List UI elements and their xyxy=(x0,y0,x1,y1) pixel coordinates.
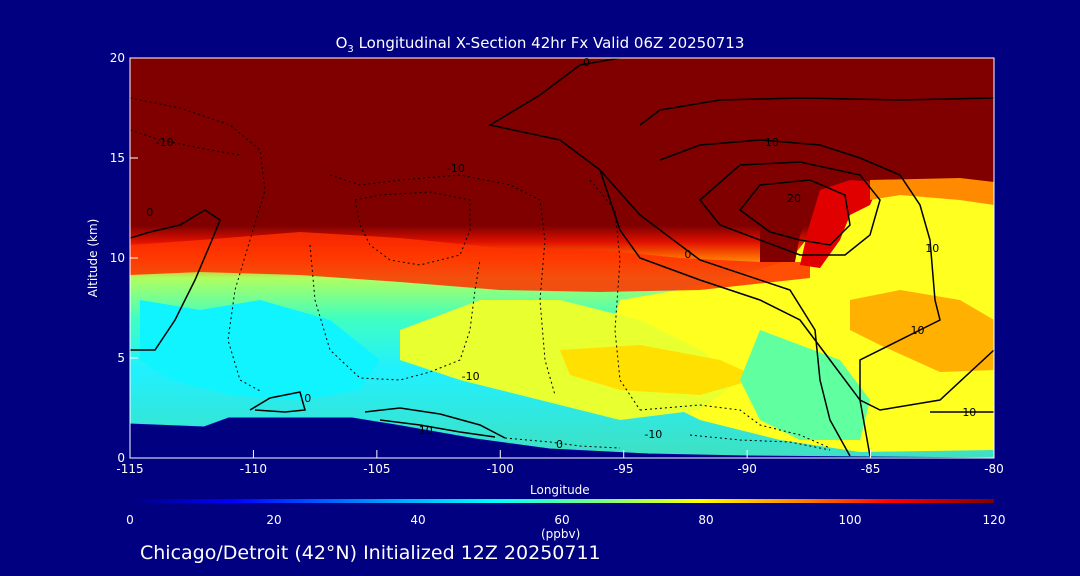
red-fringe xyxy=(800,180,880,268)
colorbar-tick-label: 20 xyxy=(266,513,281,527)
orange-fringe xyxy=(870,178,994,205)
y-tick-label: 0 xyxy=(117,451,125,465)
y-tick-label: 5 xyxy=(117,351,125,365)
colorbar-tick-label: 100 xyxy=(839,513,862,527)
x-tick-label: -95 xyxy=(614,462,634,476)
x-tick-label: -80 xyxy=(984,462,1004,476)
x-tick-label: -115 xyxy=(116,462,143,476)
upper-orange-band xyxy=(130,232,810,292)
initialization-footer: Chicago/Detroit (42°N) Initialized 12Z 2… xyxy=(140,542,601,564)
colorbar-unit: (ppbv) xyxy=(541,527,581,541)
contour-label: 0 xyxy=(556,438,563,451)
east-green-region xyxy=(740,330,870,440)
eastern-tropopause-step xyxy=(760,100,994,262)
contour-label: 10 xyxy=(910,324,924,337)
x-tick-label: -90 xyxy=(737,462,757,476)
contour-label: 10 xyxy=(962,406,976,419)
contour-label: -10 xyxy=(644,428,662,441)
contour-label: -10 xyxy=(156,136,174,149)
contour-label: 10 xyxy=(765,136,779,149)
colorbar-tick-label: 40 xyxy=(410,513,425,527)
west-cyan-region xyxy=(140,300,380,400)
y-axis-label: Altitude (km) xyxy=(86,218,100,298)
y-axis: 0 5 10 15 20 xyxy=(110,51,138,465)
contour-label: 10 xyxy=(925,242,939,255)
contour-labels: -10 -10 0 0 0 10 20 10 10 10 -10 0 -10 -10 0 xyxy=(146,56,976,451)
contour-label: 0 xyxy=(304,392,311,405)
colorbar-tick-label: 80 xyxy=(698,513,713,527)
y-tick-label: 15 xyxy=(110,151,125,165)
colorbar-tick-label: 120 xyxy=(983,513,1006,527)
ozone-field xyxy=(130,58,994,458)
contour-label: -10 xyxy=(415,424,433,437)
solid-contours xyxy=(130,58,994,457)
contour-label: 0 xyxy=(146,206,153,219)
x-tick-label: -110 xyxy=(240,462,267,476)
colorbar-ticks: 0 20 40 60 80 100 120 xyxy=(126,513,1005,527)
dashed-contours xyxy=(130,97,831,451)
contour-label: 20 xyxy=(787,192,801,205)
x-axis: -115 -110 -105 -100 -95 -90 -85 -80 xyxy=(116,450,1004,476)
x-tick-label: -105 xyxy=(363,462,390,476)
chart-title: O3 Longitudinal X-Section 42hr Fx Valid … xyxy=(335,34,745,55)
y-tick-label: 20 xyxy=(110,51,125,65)
east-orange-patch xyxy=(850,290,994,372)
contour-label: 0 xyxy=(583,56,590,69)
x-tick-label: -100 xyxy=(487,462,514,476)
y-tick-label: 10 xyxy=(110,251,125,265)
colorbar xyxy=(130,499,994,503)
contour-label: 0 xyxy=(684,248,691,261)
contour-label: -10 xyxy=(462,370,480,383)
colorbar-tick-label: 60 xyxy=(554,513,569,527)
x-tick-label: -85 xyxy=(861,462,881,476)
x-axis-label: Longitude xyxy=(530,483,590,497)
mid-yellow-core xyxy=(560,345,760,395)
contour-label: -10 xyxy=(447,162,465,175)
colorbar-tick-label: 0 xyxy=(126,513,134,527)
